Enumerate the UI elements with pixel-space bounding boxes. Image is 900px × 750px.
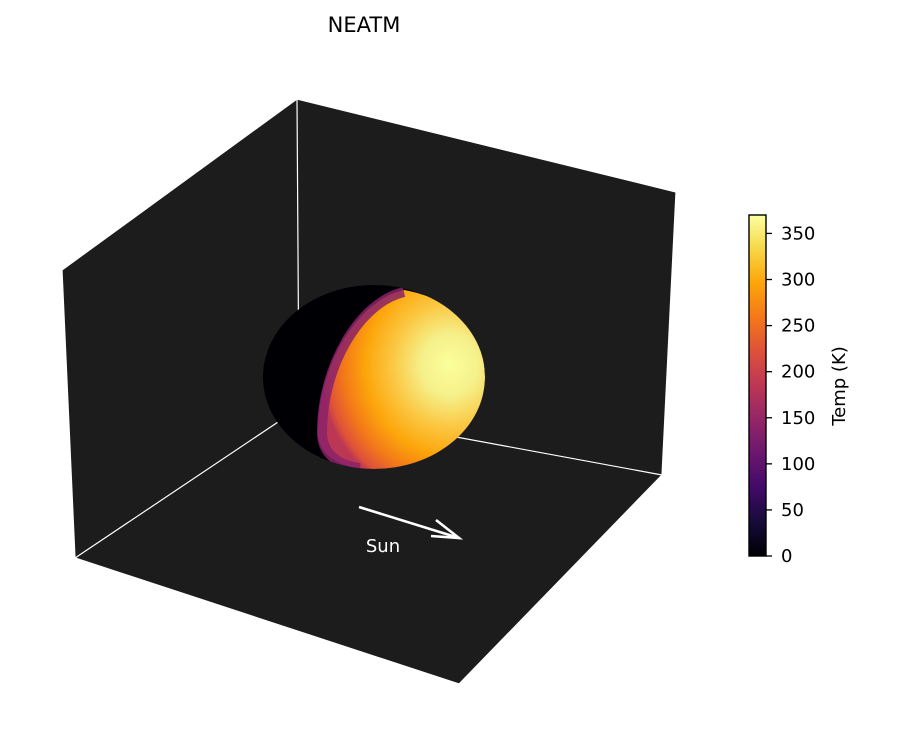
colorbar-tick-label: 350 — [781, 223, 815, 244]
edge-floor-front-right — [458, 474, 663, 685]
colorbar-tick-label: 250 — [781, 316, 815, 337]
sphere-terminator-band — [316, 287, 406, 469]
colorbar-tick-label: 200 — [781, 362, 815, 383]
colorbar-fill — [748, 214, 767, 557]
box-edges — [61, 98, 677, 685]
edge-floor-front-left — [74, 557, 460, 685]
edge-back-top — [296, 98, 677, 193]
sun-arrow: Sun — [358, 505, 464, 557]
colorbar-tick-label: 150 — [781, 408, 815, 429]
sun-arrow-shaft — [358, 505, 460, 540]
sun-arrow-head — [430, 518, 464, 540]
chart-title: NEATM — [328, 13, 401, 37]
sphere-day-side — [318, 290, 485, 469]
colorbar: 0 50 100 150 200 250 300 350 Temp (K) — [748, 214, 850, 567]
pane-left — [62, 99, 299, 558]
edge-right-outer — [661, 191, 677, 476]
colorbar-ticks: 0 50 100 150 200 250 300 350 — [766, 223, 815, 567]
edge-floor-left-back — [74, 407, 300, 559]
colorbar-label: Temp (K) — [829, 346, 850, 427]
colorbar-tick-label: 100 — [781, 454, 815, 475]
edge-left-outer — [61, 269, 76, 559]
colorbar-tick-label: 300 — [781, 270, 815, 291]
edge-left-top — [61, 98, 298, 271]
sun-label: Sun — [366, 536, 400, 557]
colorbar-tick-label: 50 — [781, 500, 804, 521]
sphere — [263, 285, 485, 469]
pane-floor — [75, 408, 662, 684]
colorbar-tick-label: 0 — [781, 546, 792, 567]
